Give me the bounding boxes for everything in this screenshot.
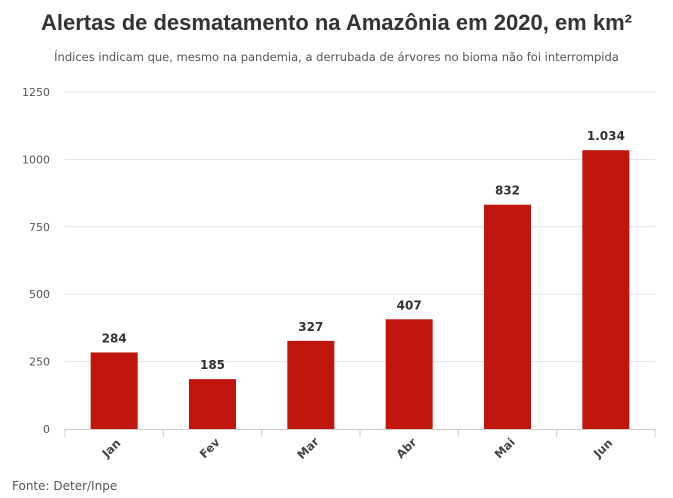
y-tick-label: 1250	[22, 86, 50, 99]
data-label: 832	[495, 184, 520, 198]
chart-subtitle: Índices indicam que, mesmo na pandemia, …	[54, 50, 619, 64]
y-tick-label: 0	[43, 423, 50, 436]
x-tick-label: Mai	[492, 435, 518, 461]
x-axis: Jan Fev Mar Abr Mai Jun	[64, 429, 656, 462]
data-label: 284	[102, 331, 127, 345]
bar-fev	[189, 379, 236, 429]
y-tick-label: 500	[29, 288, 50, 301]
data-label: 327	[298, 320, 323, 334]
bars: 284 185 327 407 832 1.034	[90, 129, 630, 430]
y-tick-label: 1000	[22, 153, 50, 166]
bar-mar	[287, 340, 335, 429]
data-label: 185	[200, 358, 225, 372]
gridlines	[65, 91, 655, 363]
bar-abr	[385, 319, 433, 429]
bar-mai	[484, 204, 531, 429]
chart-title: Alertas de desmatamento na Amazônia em 2…	[41, 10, 632, 35]
bar-jan	[90, 352, 138, 429]
bar-jun	[582, 150, 630, 430]
x-tick-label: Jan	[99, 436, 124, 461]
x-tick-label: Jun	[590, 436, 615, 461]
data-label: 1.034	[587, 129, 625, 143]
x-tick-label: Fev	[197, 435, 223, 461]
x-tick-label: Mar	[294, 434, 322, 462]
y-axis: 0 250 500 750 1000 1250	[22, 86, 50, 436]
y-tick-label: 250	[29, 356, 50, 369]
data-label: 407	[397, 298, 422, 312]
source-note: Fonte: Deter/Inpe	[12, 479, 118, 493]
y-tick-label: 750	[29, 221, 50, 234]
x-tick-label: Abr	[393, 435, 419, 461]
